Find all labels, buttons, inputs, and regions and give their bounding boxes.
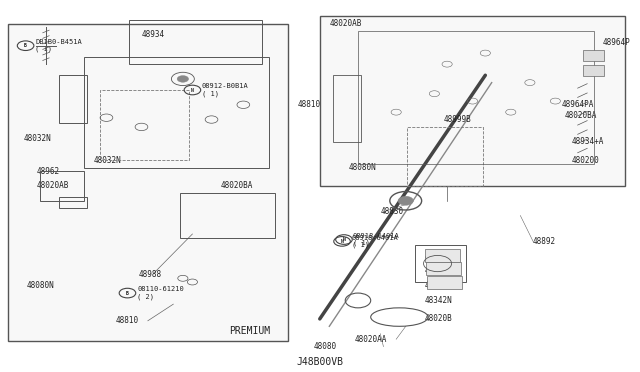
Text: 48999B: 48999B (444, 115, 472, 124)
Text: 48020A: 48020A (425, 251, 452, 261)
Text: 48988: 48988 (138, 270, 161, 279)
Text: 48032N: 48032N (93, 155, 122, 165)
Text: 48964P: 48964P (603, 38, 631, 46)
Text: 48934: 48934 (141, 30, 164, 39)
Text: 48020BA: 48020BA (565, 111, 597, 121)
Text: 48080N: 48080N (348, 163, 376, 172)
FancyBboxPatch shape (583, 51, 604, 61)
Text: 08912-B0B1A
( 1): 08912-B0B1A ( 1) (202, 83, 249, 97)
Text: N: N (191, 87, 194, 93)
Text: B: B (24, 43, 27, 48)
Text: 08918-6401A
( 1): 08918-6401A ( 1) (353, 233, 399, 246)
Text: 48342N: 48342N (425, 296, 452, 305)
Text: 08110-61210
( 2): 08110-61210 ( 2) (137, 286, 184, 300)
Text: 48032N: 48032N (24, 134, 51, 142)
Text: 48020AB: 48020AB (36, 182, 68, 190)
Text: 48980: 48980 (425, 281, 448, 290)
Text: 480200: 480200 (572, 155, 599, 165)
Text: 48020B: 48020B (425, 314, 452, 323)
FancyBboxPatch shape (426, 262, 461, 275)
Circle shape (398, 196, 413, 205)
Text: 08918-6401A
( 1): 08918-6401A ( 1) (351, 235, 398, 248)
Text: PREMIUM: PREMIUM (229, 326, 270, 336)
FancyBboxPatch shape (425, 249, 460, 262)
Text: 48827: 48827 (425, 266, 448, 275)
FancyBboxPatch shape (428, 276, 462, 289)
FancyBboxPatch shape (320, 16, 625, 186)
Text: 48020AB: 48020AB (330, 19, 362, 28)
Circle shape (177, 76, 189, 82)
Text: N: N (342, 237, 346, 242)
Text: 48810: 48810 (298, 100, 321, 109)
Text: 48964PA: 48964PA (562, 100, 594, 109)
Text: 48830: 48830 (380, 207, 403, 217)
Text: J48B00VB: J48B00VB (296, 357, 343, 367)
Text: 48810: 48810 (116, 316, 139, 325)
FancyBboxPatch shape (8, 23, 288, 341)
Text: DB1B0-B451A
( 1): DB1B0-B451A ( 1) (35, 39, 82, 52)
Text: B: B (126, 291, 129, 296)
Text: N: N (340, 239, 344, 244)
Text: 48934+A: 48934+A (572, 137, 604, 146)
Text: 48020BA: 48020BA (221, 182, 253, 190)
Text: 48892: 48892 (533, 237, 556, 246)
Text: 48080: 48080 (314, 342, 337, 351)
FancyBboxPatch shape (583, 65, 604, 76)
Text: 48020AA: 48020AA (355, 335, 387, 344)
Text: 48962: 48962 (36, 167, 60, 176)
Text: 48080N: 48080N (27, 281, 54, 290)
